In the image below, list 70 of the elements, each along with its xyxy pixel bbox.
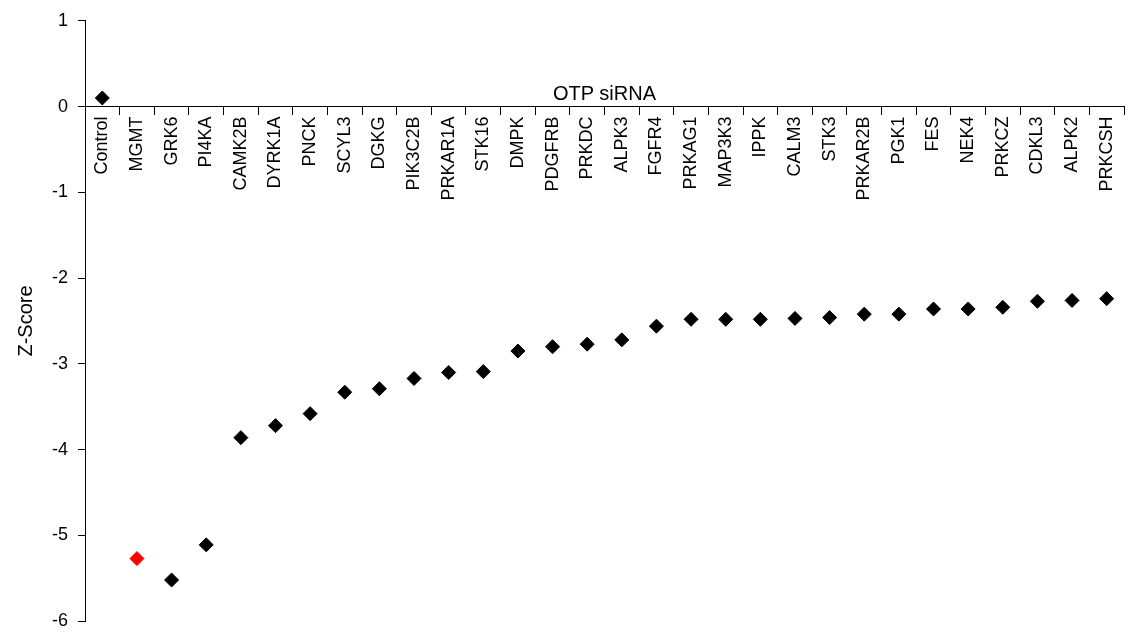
x-axis-title: OTP siRNA [553, 82, 657, 105]
y-tick-label: 1 [57, 9, 68, 30]
point [1064, 292, 1080, 308]
x-tick-label: PRKCZ [991, 116, 1012, 178]
x-tick-label: PRKAR1A [437, 116, 458, 201]
x-tick-label: FGFR4 [645, 116, 666, 176]
point [94, 90, 110, 106]
point [441, 364, 457, 380]
x-tick-label: ALPK3 [610, 116, 631, 173]
x-tick-label: PGK1 [887, 116, 908, 165]
point [510, 343, 526, 359]
point [337, 384, 353, 400]
point [302, 406, 318, 422]
x-tick-label: ALPK2 [1061, 116, 1082, 173]
x-tick-label: MAP3K3 [714, 116, 735, 188]
x-tick-label: DMPK [506, 116, 527, 169]
y-tick-label: -5 [51, 524, 68, 545]
x-tick-label: PNCK [299, 116, 320, 167]
point [752, 311, 768, 327]
x-tick-label: NEK4 [957, 116, 978, 164]
x-tick-label: PRKDC [576, 116, 597, 180]
point [614, 332, 630, 348]
x-tick-label: PRKAR2B [853, 116, 874, 201]
point [995, 299, 1011, 315]
x-tick-label: PI4KA [195, 116, 216, 168]
point [198, 537, 214, 553]
x-tick-label: PRKCSH [1095, 116, 1116, 192]
point [233, 430, 249, 446]
y-tick-label: -1 [51, 181, 68, 202]
x-tick-label: CALM3 [783, 116, 804, 177]
y-tick-label: -4 [51, 438, 68, 459]
x-tick-label: Control [91, 116, 112, 175]
x-tick-label: CAMK2B [229, 116, 250, 191]
x-tick-label: PDGFRB [541, 116, 562, 192]
x-tick-label: STK3 [818, 116, 839, 162]
x-tick-label: PIK3C2B [402, 116, 423, 191]
point [545, 339, 561, 355]
x-tick-label: DGKG [368, 116, 389, 170]
y-tick-label: 0 [57, 95, 68, 116]
point [267, 418, 283, 434]
point [164, 572, 180, 588]
x-tick-label: FES [922, 116, 943, 152]
point [683, 311, 699, 327]
point [856, 306, 872, 322]
point [648, 318, 664, 334]
point [129, 551, 145, 567]
point [579, 336, 595, 352]
point [787, 310, 803, 326]
point [475, 364, 491, 380]
y-axis-title: Z-Score [13, 285, 36, 357]
point [1099, 291, 1115, 307]
x-tick-label: CDKL3 [1026, 116, 1047, 175]
point [1029, 293, 1045, 309]
y-tick-label: -2 [51, 267, 68, 288]
x-tick-label: MGMT [125, 116, 146, 172]
point [371, 381, 387, 397]
y-tick-label: -6 [51, 610, 68, 631]
point [406, 370, 422, 386]
point [718, 311, 734, 327]
x-tick-label: IPPK [749, 116, 770, 158]
x-tick-label: STK16 [472, 116, 493, 172]
point [822, 310, 838, 326]
point [960, 301, 976, 317]
x-tick-label: DYRK1A [264, 116, 285, 189]
x-tick-label: GRK6 [160, 116, 181, 166]
y-tick-label: -3 [51, 352, 68, 373]
point [926, 301, 942, 317]
x-tick-label: PRKAG1 [680, 116, 701, 190]
point [891, 306, 907, 322]
x-tick-label: SCYL3 [333, 116, 354, 174]
